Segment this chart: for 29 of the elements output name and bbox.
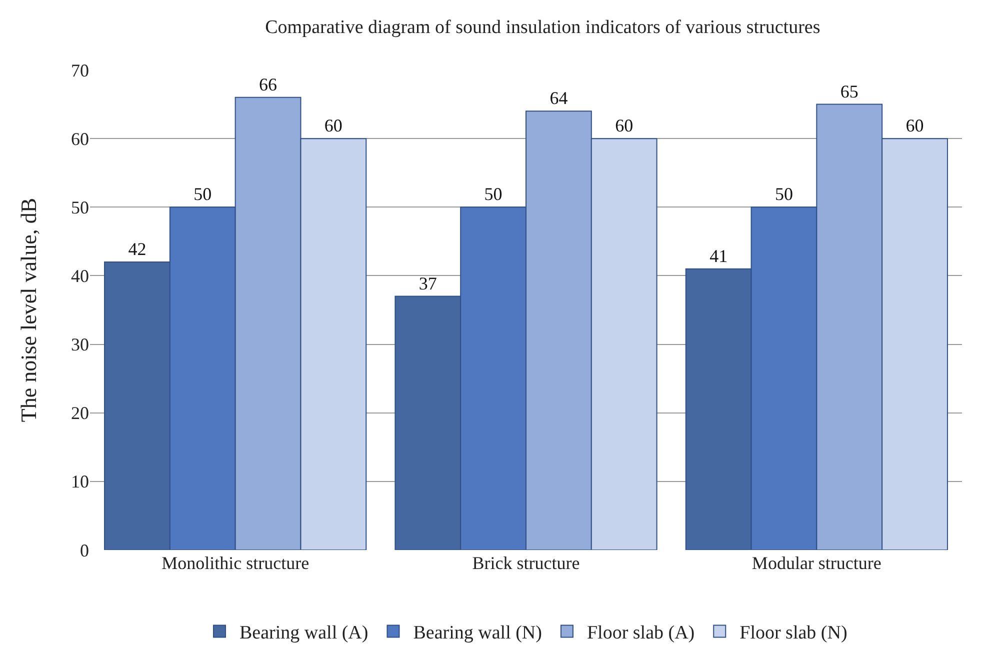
data-label: 60 [906, 116, 924, 136]
legend-label: Floor slab (A) [586, 622, 695, 644]
data-label: 50 [774, 184, 793, 204]
data-label: 66 [259, 74, 278, 94]
data-label: 60 [615, 116, 634, 136]
data-label: 50 [484, 184, 502, 204]
legend-label: Floor slab (N) [740, 622, 848, 644]
x-tick-label: Modular structure [752, 553, 882, 573]
legend-label: Bearing wall (N) [413, 622, 542, 644]
legend-label: Bearing wall (A) [240, 622, 368, 644]
data-label: 41 [710, 246, 728, 266]
y-tick-label: 10 [71, 472, 89, 492]
x-tick-label: Monolithic structure [162, 553, 310, 573]
y-tick-label: 0 [80, 540, 89, 560]
data-label: 37 [418, 273, 437, 294]
y-axis-title: The noise level value, dB [16, 198, 41, 422]
x-tick-label: Brick structure [472, 553, 580, 573]
data-label: 42 [128, 239, 146, 259]
data-label: 65 [840, 81, 858, 102]
data-label: 50 [194, 184, 212, 204]
y-tick-label: 30 [71, 334, 89, 355]
y-tick-label: 20 [71, 403, 89, 424]
y-tick-label: 70 [71, 60, 89, 80]
data-label: 64 [550, 88, 568, 108]
chart-title: Comparative diagram of sound insulation indicators of various structures [265, 17, 820, 38]
y-tick-label: 50 [71, 197, 89, 218]
data-label: 60 [324, 116, 342, 136]
y-tick-label: 60 [71, 128, 89, 149]
y-tick-label: 40 [71, 266, 89, 286]
